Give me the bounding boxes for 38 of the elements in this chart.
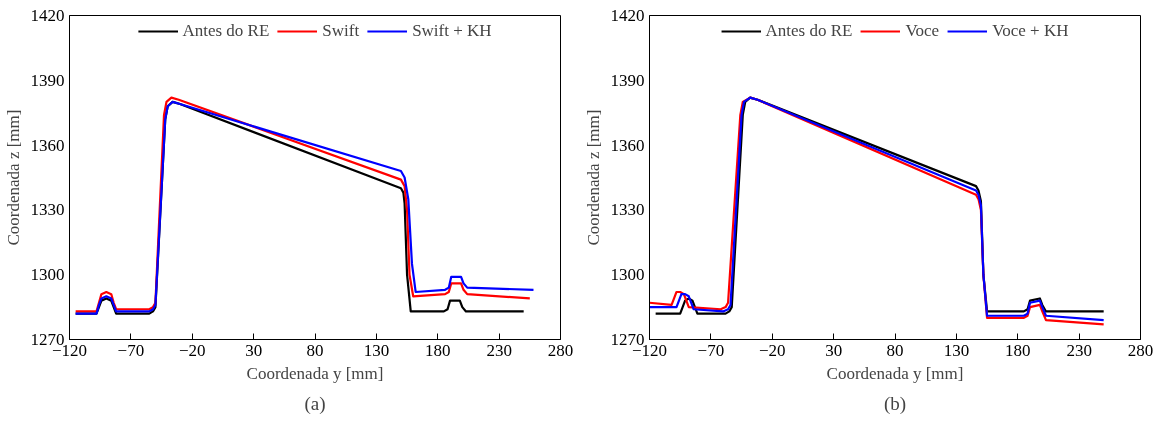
y-tick-label: 1300 [610, 265, 645, 285]
y-tick-label: 1330 [610, 200, 645, 220]
x-tick-label: 130 [363, 340, 390, 360]
y-tick-label: 1390 [30, 70, 65, 90]
y-tick-label: 1390 [610, 70, 645, 90]
legend-label: Antes do RE [765, 21, 853, 41]
x-tick-label: 230 [486, 340, 512, 360]
y-tick-label: 1420 [610, 6, 645, 25]
x-tick-label: −20 [758, 340, 786, 360]
x-tick-label: 180 [425, 340, 451, 360]
x-tick-label: 30 [825, 340, 843, 360]
legend-label: Voce + KH [992, 21, 1069, 41]
x-tick-label: −70 [697, 340, 725, 360]
x-tick-label: 230 [1066, 340, 1092, 360]
x-tick-label: −70 [117, 340, 145, 360]
x-axis-title: Coordenada y [mm] [246, 363, 384, 383]
legend-label: Antes do RE [182, 21, 270, 41]
y-axis-title: Coordenada z [mm] [583, 109, 603, 246]
y-axis-title: Coordenada z [mm] [3, 109, 23, 246]
text: (a) [304, 392, 326, 415]
x-tick-label: 80 [306, 340, 324, 360]
y-tick-label: 1420 [30, 6, 65, 25]
x-tick-label: 280 [1127, 340, 1154, 360]
legend-label: Swift + KH [412, 21, 492, 41]
x-tick-label: 280 [547, 340, 574, 360]
y-tick-label: 1360 [610, 135, 645, 155]
text: (b) [883, 392, 907, 415]
x-tick-label: 180 [1005, 340, 1031, 360]
x-tick-label: −20 [178, 340, 206, 360]
y-tick-label: 1300 [30, 265, 65, 285]
y-tick-label: 1360 [30, 135, 65, 155]
x-axis-title: Coordenada y [mm] [826, 363, 964, 383]
legend-label: Voce [905, 21, 940, 41]
y-tick-label: 1330 [30, 200, 65, 220]
legend-label: Swift [322, 21, 360, 41]
x-tick-label: 130 [943, 340, 970, 360]
x-tick-label: 80 [886, 340, 904, 360]
x-tick-label: 30 [245, 340, 263, 360]
